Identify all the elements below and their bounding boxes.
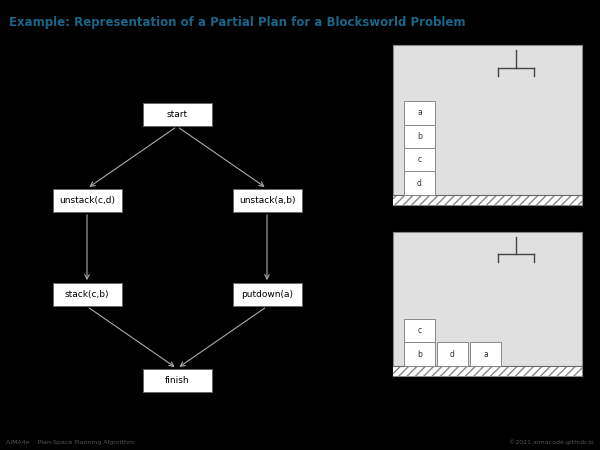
Bar — [143, 369, 212, 392]
Text: finish: finish — [164, 376, 190, 385]
Text: ©2021 aimacode.github.io: ©2021 aimacode.github.io — [509, 439, 594, 445]
Text: c: c — [418, 326, 421, 335]
Text: b: b — [417, 132, 422, 141]
Text: putdown(a): putdown(a) — [241, 290, 293, 299]
Bar — [404, 101, 435, 125]
Bar — [470, 342, 501, 366]
Text: d: d — [450, 350, 455, 359]
Bar — [393, 232, 582, 376]
Bar — [404, 125, 435, 148]
Bar — [437, 342, 468, 366]
Text: b: b — [417, 350, 422, 359]
Bar — [53, 283, 122, 306]
Text: unstack(c,d): unstack(c,d) — [59, 196, 115, 205]
Bar — [404, 319, 435, 342]
Text: a: a — [483, 350, 488, 359]
Bar — [393, 195, 582, 205]
Bar — [393, 45, 582, 205]
Text: stack(c,b): stack(c,b) — [65, 290, 109, 299]
Text: AIMA4e    Plan-Space Planning Algorithm: AIMA4e Plan-Space Planning Algorithm — [6, 440, 134, 445]
Bar — [404, 342, 435, 366]
Text: Example: Representation of a Partial Plan for a Blocksworld Problem: Example: Representation of a Partial Pla… — [9, 16, 466, 29]
Bar — [53, 189, 122, 212]
Bar — [393, 366, 582, 376]
Text: d: d — [417, 179, 422, 188]
Bar — [233, 189, 302, 212]
Bar — [404, 171, 435, 195]
Bar — [404, 148, 435, 171]
Text: start: start — [166, 110, 188, 119]
Text: c: c — [418, 155, 421, 164]
Bar — [233, 283, 302, 306]
Text: a: a — [417, 108, 422, 117]
Text: unstack(a,b): unstack(a,b) — [239, 196, 295, 205]
Bar — [143, 103, 212, 126]
